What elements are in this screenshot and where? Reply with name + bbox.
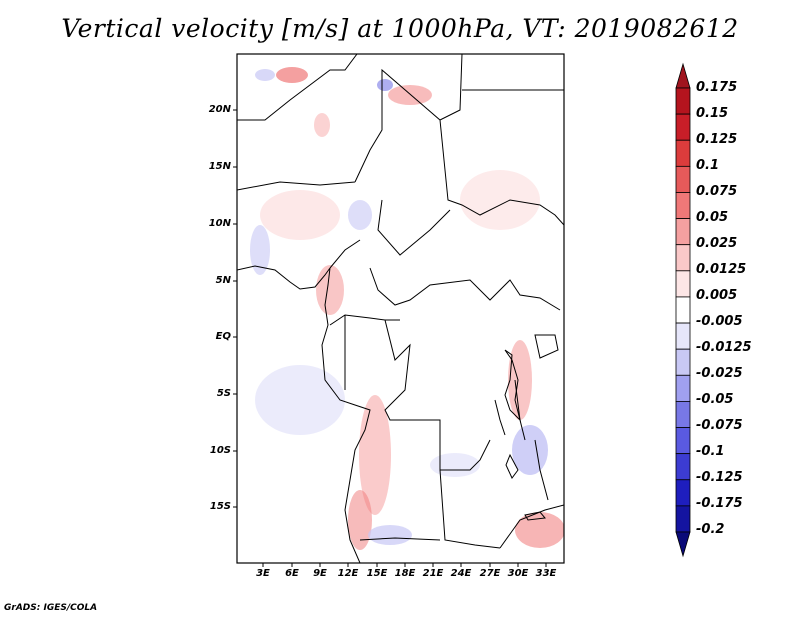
colorbar-segment	[675, 139, 691, 167]
upward-motion-patch	[276, 67, 308, 83]
downward-motion-patch	[377, 79, 393, 91]
colorbar-segment	[675, 322, 691, 350]
upward-motion-patch	[314, 113, 330, 137]
colorbar-segment	[675, 479, 691, 507]
colorbar	[675, 62, 691, 558]
upward-motion-patch	[508, 340, 532, 420]
colorbar-label: 0.025	[696, 236, 738, 251]
colorbar-label: 0.05	[696, 210, 729, 225]
colorbar-segment	[675, 453, 691, 481]
colorbar-label: -0.2	[696, 522, 725, 537]
colorbar-segment	[675, 87, 691, 115]
map-boundaries	[237, 54, 564, 563]
colorbar-segment	[675, 192, 691, 219]
lake	[524, 511, 546, 521]
colorbar-label: -0.175	[696, 496, 743, 511]
lat-label-15s: 15S	[209, 501, 231, 512]
colorbar-label: 0.1	[696, 158, 720, 173]
colorbar-label: -0.05	[696, 392, 734, 407]
colorbar-segment	[675, 218, 691, 246]
lon-label-30e: 30E	[507, 568, 529, 579]
colorbar-segment	[675, 427, 691, 455]
lon-label-27e: 27E	[479, 568, 501, 579]
lon-label-12e: 12E	[337, 568, 359, 579]
colorbar-label: 0.125	[696, 132, 738, 147]
credit-text: GrADS: IGES/COLA	[4, 603, 98, 613]
downward-motion-patch	[430, 453, 480, 477]
lon-label-9e: 9E	[313, 568, 327, 579]
lat-label-10s: 10S	[209, 445, 231, 456]
downward-motion-patch	[368, 525, 412, 545]
colorbar-label: 0.0125	[696, 262, 747, 277]
lat-label-20n: 20N	[208, 104, 231, 115]
colorbar-segment	[675, 296, 691, 324]
map-area	[237, 54, 564, 563]
axis-ticks	[233, 109, 547, 567]
colorbar-bottom-arrow	[675, 531, 691, 558]
lon-label-21e: 21E	[422, 568, 444, 579]
coastline	[237, 265, 371, 563]
lon-label-18e: 18E	[394, 568, 416, 579]
downward-motion-patch	[255, 69, 275, 81]
colorbar-label: -0.0125	[696, 340, 752, 355]
downward-motion-patch	[255, 365, 345, 435]
colorbar-segment	[675, 505, 691, 533]
lon-label-24e: 24E	[450, 568, 472, 579]
colorbar-label: -0.075	[696, 418, 743, 433]
lat-label-10n: 10N	[208, 218, 231, 229]
lat-label-5n: 5N	[215, 275, 231, 286]
upward-motion-patch	[515, 512, 564, 548]
map-frame	[236, 53, 565, 564]
lon-label-3e: 3E	[256, 568, 270, 579]
velocity-field	[250, 67, 564, 550]
lake	[504, 349, 521, 422]
colorbar-segment	[675, 270, 691, 298]
colorbar-segment	[675, 348, 691, 376]
downward-motion-patch	[250, 225, 270, 275]
colorbar-label: 0.005	[696, 288, 738, 303]
colorbar-segment	[675, 113, 691, 141]
upward-motion-patch	[348, 490, 372, 550]
colorbar-label: 0.175	[696, 80, 738, 95]
upward-motion-patch	[316, 265, 344, 315]
colorbar-label: -0.005	[696, 314, 743, 329]
lat-label-5s: 5S	[216, 388, 231, 399]
lon-label-15e: 15E	[366, 568, 388, 579]
upward-motion-patch	[359, 395, 391, 515]
colorbar-top-arrow	[675, 62, 691, 89]
upward-motion-patch	[260, 190, 340, 240]
colorbar-segment	[675, 401, 691, 428]
colorbar-label: 0.15	[696, 106, 729, 121]
colorbar-label: -0.025	[696, 366, 743, 381]
map-title: Vertical velocity [m/s] at 1000hPa, VT: …	[61, 14, 739, 43]
upward-motion-patch	[460, 170, 540, 230]
upward-motion-patch	[388, 85, 432, 105]
colorbar-segment	[675, 374, 691, 402]
lake	[534, 334, 559, 359]
lat-label-eq: EQ	[215, 331, 231, 342]
lat-label-15n: 15N	[208, 161, 231, 172]
downward-motion-patch	[348, 200, 372, 230]
lon-label-33e: 33E	[535, 568, 557, 579]
colorbar-label: -0.125	[696, 470, 743, 485]
colorbar-segment	[675, 244, 691, 272]
lake	[505, 453, 519, 479]
colorbar-label: 0.075	[696, 184, 738, 199]
lon-label-6e: 6E	[285, 568, 299, 579]
colorbar-segment	[675, 165, 691, 193]
colorbar-label: -0.1	[696, 444, 725, 459]
downward-motion-patch	[512, 425, 548, 475]
